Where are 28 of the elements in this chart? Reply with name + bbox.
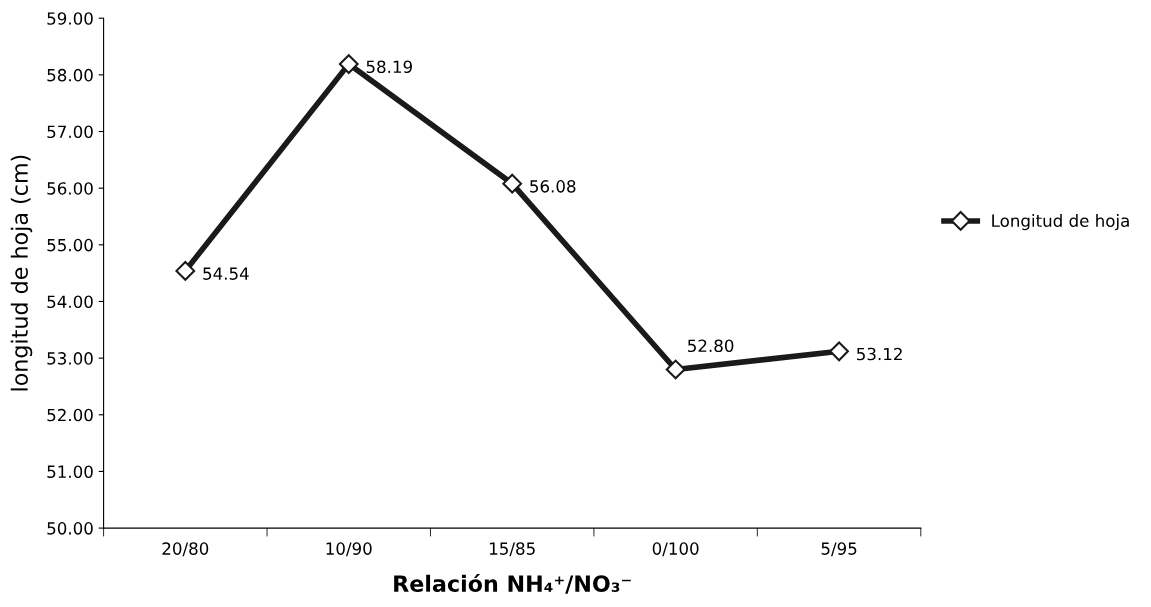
y-tick-label: 50.00 bbox=[47, 522, 93, 535]
x-tick-label: 5/95 bbox=[821, 542, 857, 557]
x-axis-title: Relación NH₄⁺/NO₃⁻ bbox=[394, 573, 631, 594]
x-tick-label: 0/100 bbox=[652, 542, 699, 557]
y-tick-label: 56.00 bbox=[47, 182, 93, 195]
data-label: 52.80 bbox=[688, 339, 734, 353]
point bbox=[665, 359, 686, 380]
legend-label: Longitud de hoja bbox=[992, 214, 1129, 231]
y-tick-label: 59.00 bbox=[47, 12, 93, 25]
point bbox=[829, 341, 849, 362]
y-axis-title: longitud de hoja (cm) bbox=[10, 155, 33, 391]
point bbox=[338, 54, 359, 74]
data-label: 58.19 bbox=[366, 60, 412, 74]
y-tick-label: 55.00 bbox=[47, 238, 93, 252]
data-label: 56.08 bbox=[530, 180, 576, 193]
point bbox=[502, 173, 523, 194]
data-label: 54.54 bbox=[203, 267, 249, 280]
y-tick-label: 54.00 bbox=[47, 295, 93, 309]
point bbox=[175, 261, 196, 281]
y-tick-label: 57.00 bbox=[47, 125, 93, 139]
y-tick-label: 58.00 bbox=[47, 68, 93, 82]
y-tick-label: 52.00 bbox=[47, 408, 93, 422]
data-label: 53.12 bbox=[857, 347, 902, 361]
x-tick-label: 20/80 bbox=[162, 542, 209, 557]
x-tick-label: 15/85 bbox=[490, 542, 535, 557]
y-tick-label: 53.00 bbox=[47, 352, 93, 365]
y-tick-label: 51.00 bbox=[47, 465, 93, 479]
x-tick-label: 10/90 bbox=[326, 542, 372, 557]
